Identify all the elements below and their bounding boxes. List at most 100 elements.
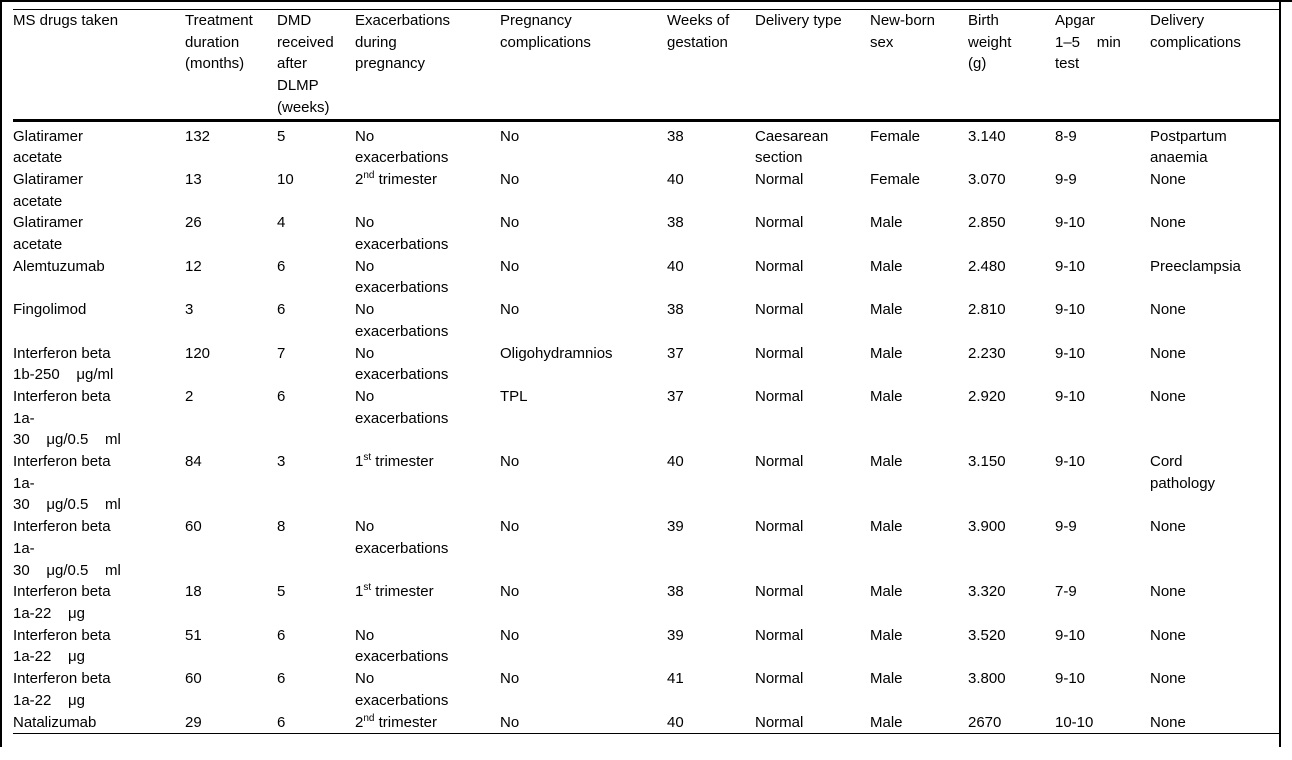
header-row: MS drugs taken Treatment duration (months… <box>13 10 1280 121</box>
cell-birth_weight: 3.070 <box>968 170 1006 188</box>
cell-delivery_complications: None <box>1150 670 1186 688</box>
cell-pregnancy_complications: No <box>500 626 520 644</box>
cell-sex: Female <box>870 127 921 145</box>
cell-delivery_type: Normal <box>755 170 804 188</box>
cell-duration: 3 <box>185 301 194 319</box>
cell-weeks: 40 <box>667 257 684 275</box>
cell-sex: Male <box>870 713 903 731</box>
cell-exacerbations: 2nd trimester <box>355 169 437 188</box>
table-row: Interferon beta 1a- 30 μg/0.5 ml 84 3 1st t… <box>13 451 1280 516</box>
cell-birth_weight: 3.900 <box>968 518 1006 536</box>
cell-duration: 51 <box>185 626 202 644</box>
table-row: Glatiramer acetate 26 4 No exacerbations No 3… <box>13 212 1280 255</box>
cell-birth_weight: 2.920 <box>968 387 1006 405</box>
cell-weeks: 37 <box>667 387 684 405</box>
cell-apgar: 8-9 <box>1055 127 1077 145</box>
cell-sex: Male <box>870 583 903 601</box>
figure-frame-left <box>0 0 2 747</box>
cell-pregnancy_complications: No <box>500 301 520 319</box>
cell-dmd: 6 <box>277 301 286 319</box>
col-header-sex: New-born sex <box>870 12 936 51</box>
cell-delivery_type: Normal <box>755 257 804 275</box>
cell-birth_weight: 2.480 <box>968 257 1006 275</box>
cell-dmd: 5 <box>277 127 286 145</box>
cell-dmd: 6 <box>277 387 286 405</box>
cell-dmd: 8 <box>277 518 286 536</box>
cell-apgar: 9-9 <box>1055 518 1077 536</box>
cell-drug: Interferon beta 1a-22 μg <box>13 670 111 709</box>
cell-weeks: 40 <box>667 453 684 471</box>
cell-apgar: 9-10 <box>1055 301 1086 319</box>
cell-duration: 132 <box>185 127 211 145</box>
cell-delivery_complications: None <box>1150 583 1186 601</box>
cell-weeks: 37 <box>667 344 684 362</box>
cell-weeks: 39 <box>667 626 684 644</box>
cell-dmd: 4 <box>277 214 286 232</box>
cell-weeks: 38 <box>667 214 684 232</box>
cell-delivery_type: Normal <box>755 713 804 731</box>
cell-exacerbations: No exacerbations <box>355 257 449 297</box>
cell-exacerbations: 1st trimester <box>355 452 434 471</box>
cell-exacerbations: No exacerbations <box>355 127 449 167</box>
table-row: Interferon beta 1a- 30 μg/0.5 ml 2 6 No exa… <box>13 386 1280 451</box>
cell-delivery_complications: None <box>1150 713 1186 731</box>
cell-sex: Male <box>870 301 903 319</box>
cell-sex: Male <box>870 453 903 471</box>
cell-duration: 60 <box>185 518 202 536</box>
cell-weeks: 40 <box>667 713 684 731</box>
figure-frame-right <box>1279 0 1281 747</box>
cell-delivery_type: Normal <box>755 453 804 471</box>
cell-exacerbations: No exacerbations <box>355 518 449 557</box>
cell-weeks: 40 <box>667 170 684 188</box>
cell-dmd: 6 <box>277 713 286 731</box>
cell-birth_weight: 3.150 <box>968 453 1006 471</box>
cell-exacerbations: No exacerbations <box>355 670 449 709</box>
cell-delivery_complications: None <box>1150 344 1186 362</box>
cell-pregnancy_complications: No <box>500 713 520 731</box>
cell-pregnancy_complications: No <box>500 257 520 275</box>
cell-apgar: 9-9 <box>1055 170 1077 188</box>
table-row: Natalizumab 29 6 2nd trimester No 40 Normal Mal… <box>13 712 1280 734</box>
col-header-delivery_complications: Delivery complications <box>1150 12 1241 51</box>
cell-pregnancy_complications: No <box>500 453 520 471</box>
table-header: MS drugs taken Treatment duration (months… <box>13 10 1280 121</box>
cell-delivery_type: Normal <box>755 670 804 688</box>
cell-sex: Male <box>870 518 903 536</box>
cell-dmd: 7 <box>277 344 286 362</box>
cell-weeks: 41 <box>667 670 684 688</box>
cell-pregnancy_complications: No <box>500 670 520 688</box>
cell-pregnancy_complications: No <box>500 518 520 536</box>
cell-delivery_type: Caesarean section <box>755 127 829 167</box>
cell-delivery_complications: None <box>1150 387 1186 405</box>
cell-drug: Glatiramer acetate <box>13 127 84 167</box>
cell-sex: Female <box>870 170 921 188</box>
cell-pregnancy_complications: No <box>500 170 520 188</box>
table-body: Glatiramer acetate 132 5 No exacerbations No… <box>13 120 1280 734</box>
cell-birth_weight: 2.810 <box>968 301 1006 319</box>
col-header-delivery_type: Delivery type <box>755 12 842 29</box>
cell-dmd: 5 <box>277 583 286 601</box>
cell-birth_weight: 2.850 <box>968 214 1006 232</box>
col-header-dmd: DMD received after DLMP (weeks) <box>277 12 334 116</box>
col-header-duration: Treatment duration (months) <box>185 12 253 73</box>
cell-exacerbations: No exacerbations <box>355 301 449 340</box>
cell-weeks: 38 <box>667 583 684 601</box>
cell-delivery_type: Normal <box>755 301 804 319</box>
cell-dmd: 10 <box>277 170 294 188</box>
cell-sex: Male <box>870 626 903 644</box>
table-row: Interferon beta 1a- 30 μg/0.5 ml 60 8 No ex… <box>13 516 1280 581</box>
figure-frame-top <box>0 0 1292 2</box>
cell-delivery_type: Normal <box>755 583 804 601</box>
cell-pregnancy_complications: No <box>500 583 520 601</box>
cell-exacerbations: No exacerbations <box>355 214 449 254</box>
cell-delivery_complications: Preeclampsia <box>1150 257 1241 275</box>
cell-drug: Interferon beta 1b-250 μg/ml <box>13 344 114 384</box>
cell-delivery_type: Normal <box>755 626 804 644</box>
col-header-drug: MS drugs taken <box>13 12 119 29</box>
cell-drug: Interferon beta 1a-22 μg <box>13 583 111 622</box>
ms-drugs-pregnancy-outcomes-table: MS drugs taken Treatment duration (months… <box>13 9 1280 735</box>
cell-birth_weight: 3.140 <box>968 127 1006 145</box>
cell-apgar: 9-10 <box>1055 670 1086 688</box>
cell-duration: 60 <box>185 670 202 688</box>
